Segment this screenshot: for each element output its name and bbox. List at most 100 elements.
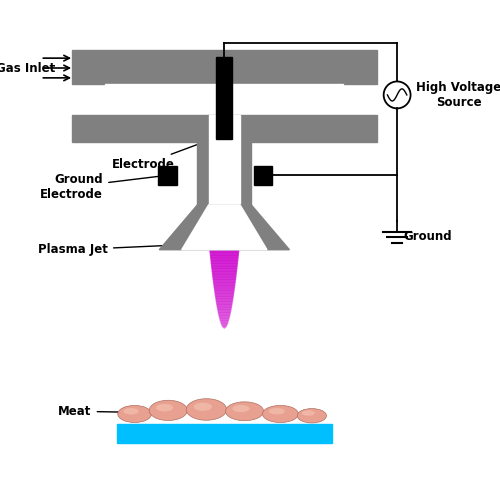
Polygon shape <box>212 267 237 268</box>
Polygon shape <box>208 226 241 227</box>
Polygon shape <box>205 196 244 197</box>
Polygon shape <box>204 183 244 185</box>
Polygon shape <box>220 319 229 320</box>
Ellipse shape <box>226 402 264 421</box>
Polygon shape <box>217 306 232 308</box>
Polygon shape <box>214 279 236 281</box>
Text: Ground
Electrode: Ground Electrode <box>40 173 164 201</box>
Polygon shape <box>208 234 240 235</box>
Polygon shape <box>217 305 232 306</box>
Ellipse shape <box>232 405 250 412</box>
Polygon shape <box>209 238 240 240</box>
Polygon shape <box>207 216 242 218</box>
Polygon shape <box>211 260 238 262</box>
Polygon shape <box>212 262 238 263</box>
Bar <box>216 57 232 139</box>
Bar <box>208 115 240 142</box>
Polygon shape <box>206 207 242 208</box>
Polygon shape <box>206 211 242 213</box>
Polygon shape <box>210 256 238 257</box>
Polygon shape <box>182 205 267 250</box>
Text: Electrode: Electrode <box>112 138 214 171</box>
Polygon shape <box>201 140 248 142</box>
Polygon shape <box>204 190 244 191</box>
Polygon shape <box>208 230 240 232</box>
Polygon shape <box>202 153 246 155</box>
Polygon shape <box>201 139 248 140</box>
Polygon shape <box>212 272 236 273</box>
Polygon shape <box>212 275 236 276</box>
Text: High Voltage
Source: High Voltage Source <box>416 81 500 109</box>
Polygon shape <box>204 175 245 177</box>
Polygon shape <box>215 294 234 295</box>
Text: Meat: Meat <box>58 405 148 418</box>
Polygon shape <box>203 167 246 169</box>
Polygon shape <box>204 174 245 175</box>
Polygon shape <box>202 156 246 158</box>
Polygon shape <box>220 320 228 322</box>
Polygon shape <box>216 303 232 305</box>
Polygon shape <box>208 237 240 238</box>
Polygon shape <box>212 268 237 270</box>
Polygon shape <box>206 205 243 207</box>
Ellipse shape <box>302 410 315 416</box>
Polygon shape <box>202 163 246 164</box>
Polygon shape <box>213 276 236 278</box>
Polygon shape <box>222 324 228 325</box>
Ellipse shape <box>149 400 188 420</box>
Bar <box>208 142 240 205</box>
Polygon shape <box>205 191 244 192</box>
Ellipse shape <box>156 404 174 412</box>
Polygon shape <box>213 278 236 279</box>
Bar <box>72 50 377 84</box>
Polygon shape <box>219 315 230 317</box>
Bar <box>72 115 106 142</box>
Polygon shape <box>202 159 246 161</box>
Polygon shape <box>208 232 240 234</box>
Polygon shape <box>202 158 246 159</box>
Polygon shape <box>203 166 246 167</box>
Bar <box>158 166 177 185</box>
Text: Gas Inlet: Gas Inlet <box>0 62 55 74</box>
Polygon shape <box>160 205 290 250</box>
Polygon shape <box>203 171 246 172</box>
Polygon shape <box>216 296 233 298</box>
Ellipse shape <box>186 399 226 420</box>
Polygon shape <box>212 270 236 272</box>
Bar <box>116 424 332 443</box>
Polygon shape <box>214 284 235 286</box>
Polygon shape <box>210 243 240 244</box>
Polygon shape <box>216 301 232 303</box>
Polygon shape <box>218 314 230 315</box>
Polygon shape <box>204 181 244 183</box>
Polygon shape <box>212 265 237 267</box>
Polygon shape <box>202 147 247 148</box>
Ellipse shape <box>262 405 298 422</box>
Ellipse shape <box>118 405 152 422</box>
Ellipse shape <box>124 408 138 415</box>
Polygon shape <box>210 249 239 251</box>
Polygon shape <box>209 242 240 243</box>
Polygon shape <box>221 322 228 324</box>
Polygon shape <box>214 290 234 292</box>
Polygon shape <box>204 186 244 188</box>
Polygon shape <box>214 287 234 289</box>
Polygon shape <box>214 289 234 290</box>
Polygon shape <box>206 202 243 204</box>
Polygon shape <box>210 254 238 256</box>
Polygon shape <box>211 259 238 260</box>
Polygon shape <box>208 227 241 229</box>
Polygon shape <box>216 298 233 300</box>
Polygon shape <box>202 148 247 150</box>
Polygon shape <box>210 246 239 248</box>
Polygon shape <box>201 142 248 144</box>
Polygon shape <box>204 172 246 174</box>
Polygon shape <box>216 295 234 296</box>
Text: Ground: Ground <box>404 230 452 243</box>
Polygon shape <box>210 251 238 253</box>
Polygon shape <box>220 317 229 319</box>
Bar <box>344 115 377 142</box>
Polygon shape <box>209 240 240 242</box>
Polygon shape <box>215 292 234 294</box>
Polygon shape <box>206 213 242 215</box>
